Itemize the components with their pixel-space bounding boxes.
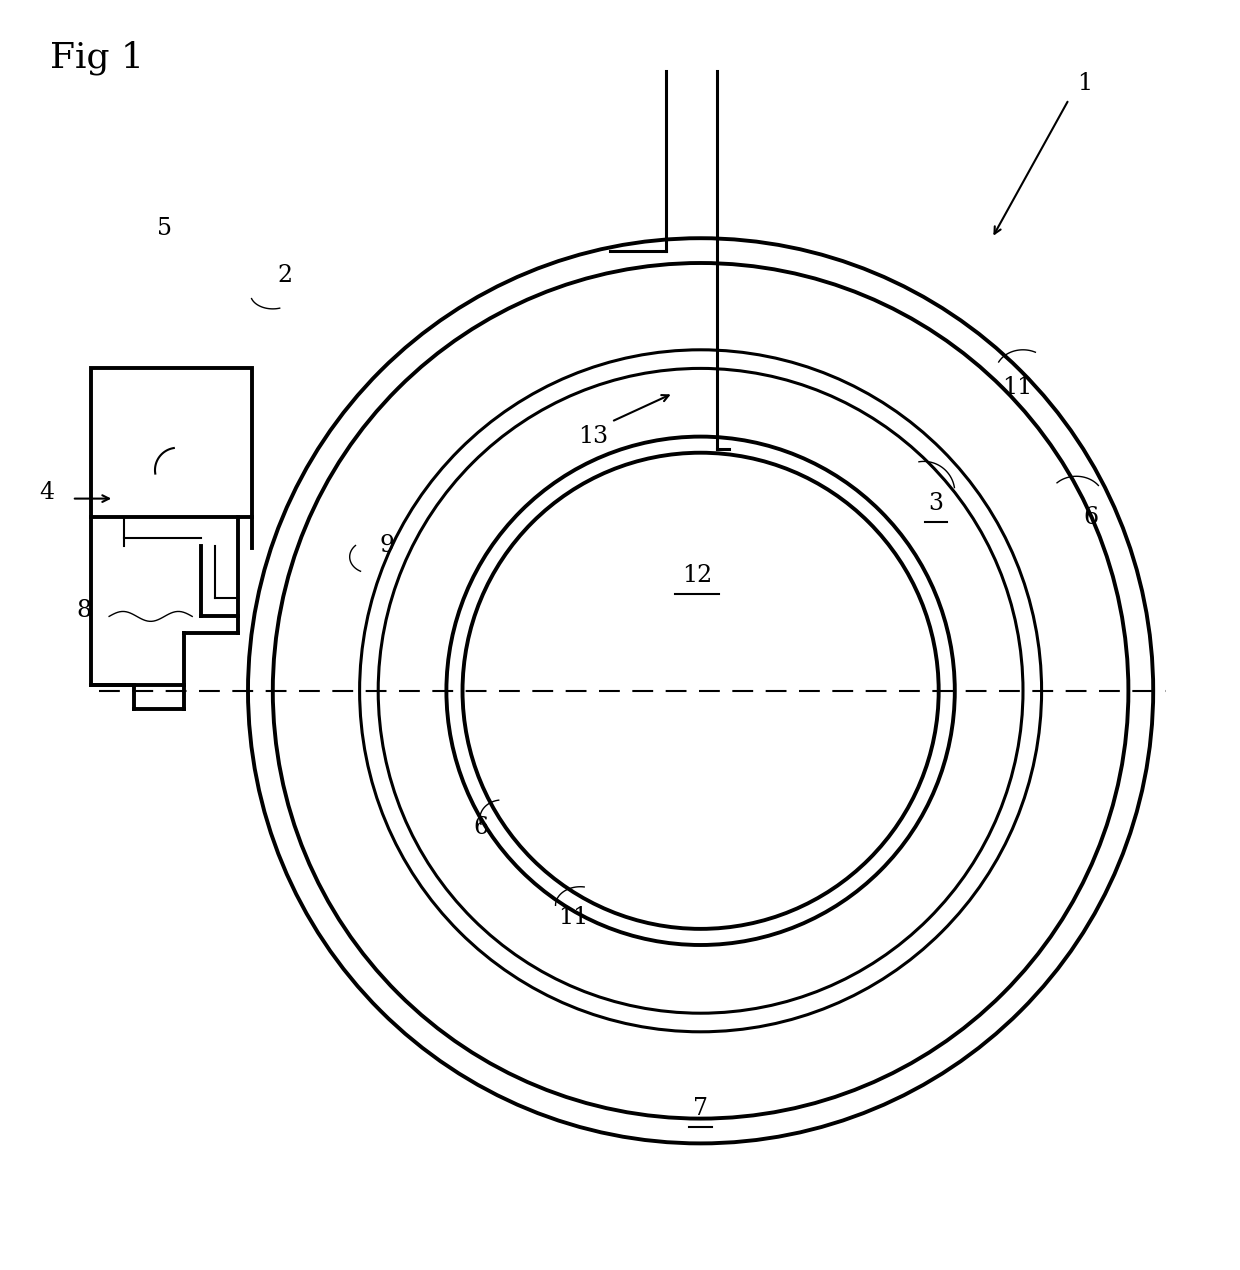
Text: 2: 2 bbox=[278, 264, 293, 287]
Text: 11: 11 bbox=[1002, 376, 1032, 399]
Text: 1: 1 bbox=[1078, 71, 1092, 95]
Text: Fig 1: Fig 1 bbox=[50, 41, 144, 75]
Text: 11: 11 bbox=[558, 907, 588, 930]
Text: 4: 4 bbox=[40, 481, 55, 504]
Text: 5: 5 bbox=[157, 217, 172, 240]
Text: 12: 12 bbox=[682, 564, 712, 587]
Text: 6: 6 bbox=[474, 815, 489, 838]
Text: 6: 6 bbox=[1084, 505, 1099, 528]
Text: 13: 13 bbox=[578, 425, 608, 448]
Text: 8: 8 bbox=[77, 598, 92, 622]
Bar bbox=[91, 368, 252, 517]
Text: 9: 9 bbox=[379, 535, 394, 558]
Text: 3: 3 bbox=[929, 491, 944, 516]
Text: 7: 7 bbox=[693, 1097, 708, 1120]
